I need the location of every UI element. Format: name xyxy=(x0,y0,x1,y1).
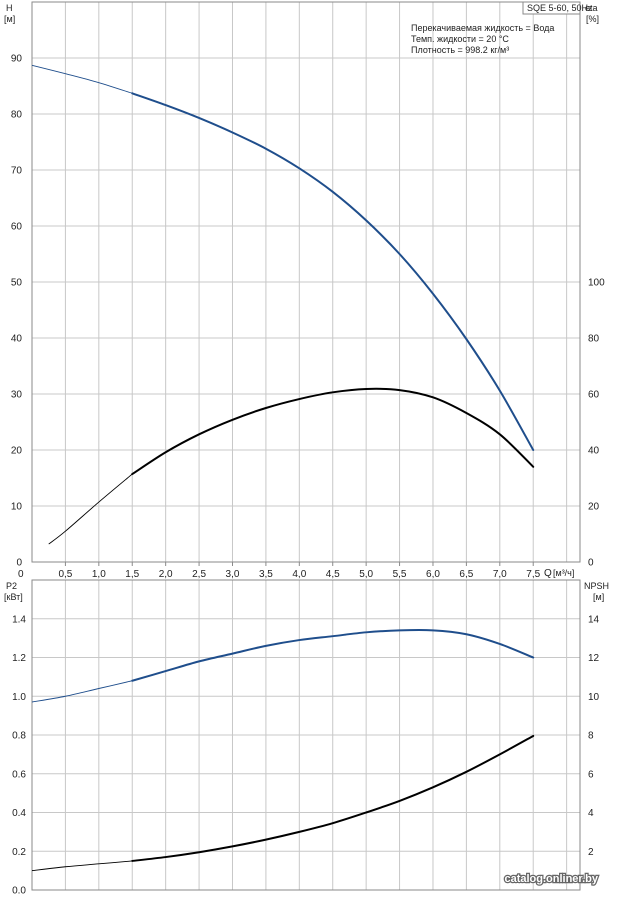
x-tick-label: 6,5 xyxy=(459,569,473,580)
top-y-tick-label: 60 xyxy=(11,222,23,233)
top-y-axis-label: H xyxy=(6,3,13,13)
x-axis-unit: [м³/ч] xyxy=(553,568,574,578)
bottom-y-tick-label: 0.8 xyxy=(12,731,26,742)
bottom-y2-tick-label: 6 xyxy=(588,769,594,780)
x-tick-label: 5,5 xyxy=(393,569,407,580)
top-chart-x-tick-labels: 0 0,5 1,0 1,5 2,0 2,5 3,0 3,5 4,0 4,5 5,0 5,5 6,0 6,5… xyxy=(18,569,541,580)
x-tick-label: 6,0 xyxy=(426,569,440,580)
x-axis-label: Q xyxy=(544,568,552,579)
x-tick-label: 0,5 xyxy=(58,569,72,580)
top-y-tick-label: 20 xyxy=(11,446,23,457)
bottom-chart-y2-tick-labels: 2 4 6 8 10 12 14 xyxy=(588,614,600,858)
top-y2-axis-unit: [%] xyxy=(586,14,599,24)
top-y2-tick-label: 100 xyxy=(588,278,605,289)
top-y-tick-label: 30 xyxy=(11,390,23,401)
x-tick-label: 3,0 xyxy=(226,569,240,580)
x-tick-label: 3,5 xyxy=(259,569,273,580)
bottom-y-axis-unit: [кВт] xyxy=(4,592,23,602)
bottom-y2-tick-label: 14 xyxy=(588,614,600,625)
power-curve-thin xyxy=(31,680,133,703)
chart-title: SQE 5-60, 50Hz xyxy=(527,3,593,13)
top-y-tick-label: 70 xyxy=(11,166,23,177)
top-chart-frame xyxy=(31,1,581,563)
bottom-y2-tick-label: 8 xyxy=(588,731,594,742)
top-y2-tick-label: 40 xyxy=(588,446,600,457)
top-y2-tick-label: 20 xyxy=(588,502,600,513)
top-y-axis-unit: [м] xyxy=(4,14,15,24)
bottom-chart-frame xyxy=(31,579,581,891)
bottom-chart-panel: 0.0 0.2 0.4 0.6 0.8 1.0 1.2 1.4 2 4 6 8 10 12 14 P2 [… xyxy=(4,579,609,897)
top-chart-y2-tick-labels: 0 20 40 60 80 100 xyxy=(588,278,605,569)
bottom-y-tick-label: 1.4 xyxy=(12,614,26,625)
bottom-y2-tick-label: 2 xyxy=(588,847,594,858)
top-y2-axis-label: eta xyxy=(585,3,598,13)
top-y2-tick-label: 0 xyxy=(588,558,594,569)
x-tick-label: 2,5 xyxy=(192,569,206,580)
top-y-tick-label: 40 xyxy=(11,334,23,345)
top-y-tick-label: 0 xyxy=(16,558,22,569)
x-tick-label: 1,0 xyxy=(92,569,106,580)
bottom-chart-grid xyxy=(32,580,580,890)
top-chart-panel: 0 10 20 30 40 50 60 70 80 90 0 20 40 60 80 100 0 0,5 1,0… xyxy=(4,1,605,580)
top-y-tick-label: 80 xyxy=(11,110,23,121)
bottom-chart-curves xyxy=(31,629,535,872)
x-tick-label: 1,5 xyxy=(125,569,139,580)
bottom-y-tick-label: 0.2 xyxy=(12,847,26,858)
top-chart-y-tick-labels: 0 10 20 30 40 50 60 70 80 90 xyxy=(11,54,23,569)
x-tick-label: 2,0 xyxy=(159,569,173,580)
top-y-tick-label: 10 xyxy=(11,502,23,513)
bottom-y-tick-label: 1.0 xyxy=(12,692,26,703)
x-tick-label: 4,0 xyxy=(292,569,306,580)
bottom-y-tick-label: 0.0 xyxy=(12,886,26,897)
x-tick-label: 4,5 xyxy=(326,569,340,580)
bottom-y-tick-label: 0.6 xyxy=(12,769,26,780)
npsh-curve xyxy=(131,734,535,862)
watermark-text: catalog.onliner.by xyxy=(504,873,598,885)
head-curve xyxy=(131,92,535,451)
bottom-y-tick-label: 0.4 xyxy=(12,808,26,819)
title-box xyxy=(522,1,581,15)
x-tick-label: 5,0 xyxy=(359,569,373,580)
bottom-y-axis-label: P2 xyxy=(6,581,17,591)
x-tick-label: 7,5 xyxy=(526,569,540,580)
top-y2-tick-label: 60 xyxy=(588,390,600,401)
npsh-curve-thin xyxy=(31,860,133,872)
bottom-chart-y-tick-labels: 0.0 0.2 0.4 0.6 0.8 1.0 1.2 1.4 xyxy=(12,614,26,896)
bottom-y2-tick-label: 12 xyxy=(588,653,600,664)
info-temperature: Темп. жидкости = 20 °C xyxy=(411,34,509,44)
bottom-y2-tick-label: 10 xyxy=(588,692,600,703)
bottom-y-tick-label: 1.2 xyxy=(12,653,26,664)
head-curve-thin xyxy=(31,64,133,94)
top-y2-tick-label: 80 xyxy=(588,334,600,345)
watermark: catalog.onliner.by xyxy=(503,872,600,887)
power-curve xyxy=(131,629,535,682)
top-y-tick-label: 50 xyxy=(11,278,23,289)
bottom-y2-axis-label: NPSH xyxy=(584,581,609,591)
bottom-y2-tick-label: 4 xyxy=(588,808,594,819)
efficiency-curve xyxy=(131,387,535,476)
top-y-tick-label: 90 xyxy=(11,54,23,65)
x-origin-label: 0 xyxy=(18,569,24,580)
info-density: Плотность = 998.2 кг/м³ xyxy=(411,45,509,55)
efficiency-curve-thin xyxy=(48,473,133,545)
info-liquid: Перекачиваемая жидкость = Вода xyxy=(411,23,554,33)
top-chart-curves xyxy=(31,64,535,545)
x-tick-label: 7,0 xyxy=(493,569,507,580)
bottom-y2-axis-unit: [м] xyxy=(593,592,604,602)
